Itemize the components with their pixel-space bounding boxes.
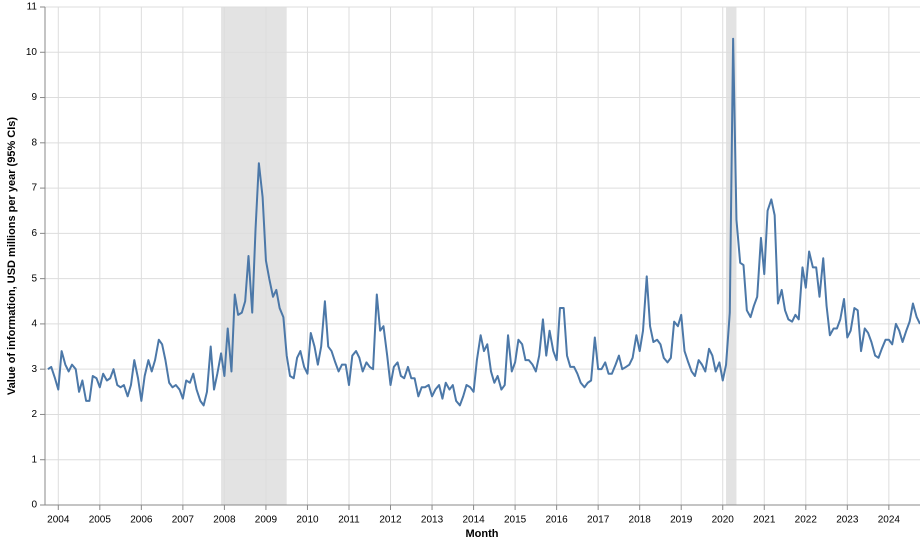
data-line: [47, 37, 920, 407]
x-tick-label: 2005: [89, 515, 112, 526]
x-tick-label: 2016: [546, 515, 569, 526]
x-tick-label: 2024: [878, 515, 901, 526]
y-tick-label: 2: [31, 409, 37, 420]
x-tick-label: 2004: [47, 515, 70, 526]
x-tick-label: 2015: [504, 515, 527, 526]
y-tick-label: 1: [31, 454, 37, 465]
x-tick-label: 2008: [213, 515, 236, 526]
x-tick-label: 2022: [795, 515, 818, 526]
x-tick-label: 2018: [629, 515, 652, 526]
x-tick-label: 2019: [670, 515, 693, 526]
y-tick-label: 10: [26, 47, 38, 58]
x-tick-label: 2007: [172, 515, 195, 526]
y-tick-label: 8: [31, 137, 37, 148]
x-tick-label: 2013: [421, 515, 444, 526]
x-tick-label: 2006: [130, 515, 153, 526]
x-tick-label: 2023: [836, 515, 859, 526]
x-tick-label: 2014: [462, 515, 485, 526]
y-tick-label: 9: [31, 92, 37, 103]
x-tick-label: 2020: [712, 515, 735, 526]
y-tick-label: 4: [31, 319, 37, 330]
axis-layer: 0 1 2 3 4 5 6 7 8 9 10 11 2004 2005 2006 2007 2008 2009 20…: [26, 2, 920, 526]
shade-layer: [221, 7, 737, 505]
x-tick-label: 2021: [753, 515, 776, 526]
grid-layer: [45, 6, 920, 506]
x-tick-label: 2012: [379, 515, 402, 526]
line-layer: [47, 37, 920, 407]
x-axis-title: Month: [466, 528, 499, 540]
x-tick-label: 2011: [338, 515, 360, 526]
x-tick-label: 2017: [587, 515, 610, 526]
y-tick-label: 11: [27, 2, 38, 13]
x-tick-label: 2009: [255, 515, 278, 526]
y-tick-label: 5: [31, 273, 37, 284]
y-tick-label: 3: [31, 364, 37, 375]
y-tick-label: 7: [31, 183, 37, 194]
y-tick-label: 6: [31, 228, 37, 239]
y-axis-title: Value of information, USD millions per y…: [6, 117, 18, 395]
y-tick-label: 0: [31, 500, 37, 511]
x-tick-label: 2010: [296, 515, 319, 526]
